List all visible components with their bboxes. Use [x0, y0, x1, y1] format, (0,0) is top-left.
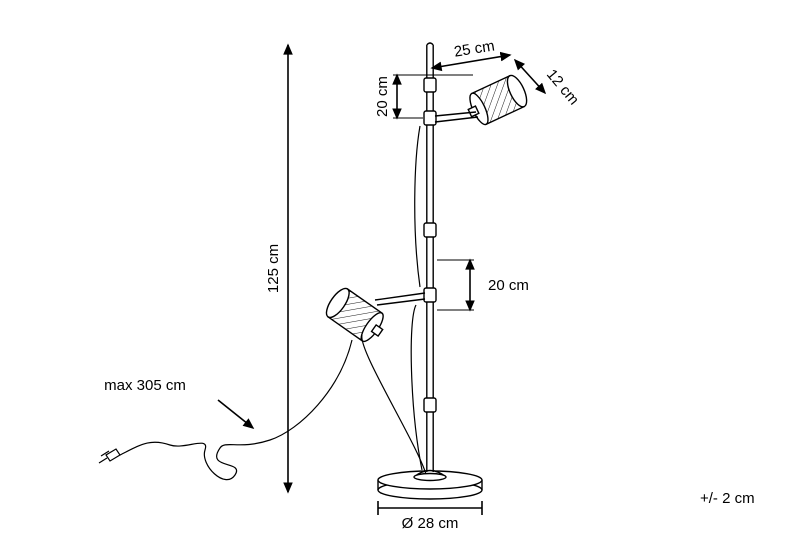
dimension-diagram: 125 cm 20 cm 25 cm 12 cm 20 cm Ø 28 cm max 305… — [0, 0, 800, 533]
label-upper-len: 25 cm — [453, 37, 496, 60]
label-lower-h: 20 cm — [488, 277, 529, 294]
label-tolerance: +/- 2 cm — [700, 490, 755, 507]
label-shade-depth: 12 cm — [543, 66, 582, 108]
cable-pointer — [218, 400, 253, 428]
label-height: 125 cm — [265, 244, 282, 293]
power-cable — [120, 335, 426, 480]
label-base: Ø 28 cm — [402, 515, 459, 532]
lamp-illustration — [99, 43, 531, 499]
label-cable: max 305 cm — [104, 377, 186, 394]
label-upper-h: 20 cm — [374, 76, 391, 117]
